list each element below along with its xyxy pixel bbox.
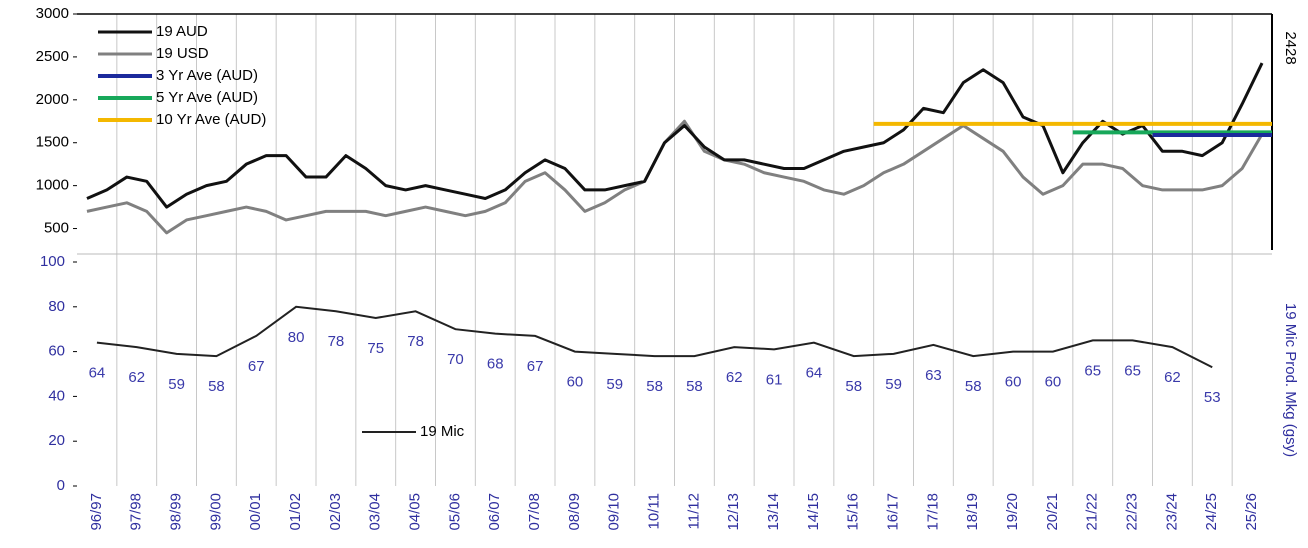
data-label: 65 xyxy=(1124,362,1141,379)
y-tick-label: 1500 xyxy=(36,134,69,151)
x-tick-label: 10/11 xyxy=(646,493,663,529)
data-label: 63 xyxy=(925,367,942,384)
y-tick-label: 2500 xyxy=(36,48,69,65)
x-tick-label: 25/26 xyxy=(1243,493,1260,531)
data-label: 78 xyxy=(328,333,345,350)
data-label: 59 xyxy=(168,376,185,393)
data-label: 58 xyxy=(965,378,982,395)
x-tick-label: 13/14 xyxy=(765,493,782,531)
mic-line xyxy=(96,305,1213,369)
x-tick-label: 05/06 xyxy=(446,493,463,531)
x-tick-label: 06/07 xyxy=(486,493,503,531)
legend-label: 5 Yr Ave (AUD) xyxy=(156,89,258,106)
x-tick-label: 16/17 xyxy=(885,493,902,531)
x-tick-label: 17/18 xyxy=(924,493,941,531)
data-label: 70 xyxy=(447,351,464,368)
x-tick-label: 09/10 xyxy=(606,493,623,531)
x-tick-label: 08/09 xyxy=(566,493,583,531)
x-tick-label: 00/01 xyxy=(247,493,264,531)
legend-label: 10 Yr Ave (AUD) xyxy=(156,111,266,128)
data-label: 61 xyxy=(766,371,783,388)
x-tick-label: 15/16 xyxy=(845,493,862,531)
y-tick-label: 2000 xyxy=(36,91,69,108)
price-line xyxy=(86,62,1264,209)
y-tick-label: 1000 xyxy=(36,177,69,194)
x-tick-label: 07/08 xyxy=(526,493,543,531)
data-label: 58 xyxy=(845,378,862,395)
x-tick-label: 23/24 xyxy=(1163,493,1180,531)
x-tick-label: 14/15 xyxy=(805,493,822,531)
data-label: 59 xyxy=(885,376,902,393)
data-label: 64 xyxy=(806,365,823,382)
y-tick-label: 100 xyxy=(40,253,65,270)
data-label: 78 xyxy=(407,333,424,350)
x-tick-label: 02/03 xyxy=(327,493,344,531)
data-label: 53 xyxy=(1204,389,1221,406)
x-tick-label: 24/25 xyxy=(1203,493,1220,531)
x-tick-label: 21/22 xyxy=(1084,493,1101,531)
data-label: 65 xyxy=(1084,362,1101,379)
legend-label: 19 Mic xyxy=(420,423,465,440)
data-label: 67 xyxy=(248,358,265,375)
data-label: 58 xyxy=(646,378,663,395)
y-tick-label: 20 xyxy=(48,432,65,449)
y-tick-label: 3000 xyxy=(36,5,69,22)
x-tick-label: 96/97 xyxy=(88,493,105,531)
y2-axis-title: 19 Mic Prod. Mkg (gsy) xyxy=(1282,303,1299,457)
legend-label: 19 AUD xyxy=(156,23,208,40)
x-tick-label: 98/99 xyxy=(168,493,185,531)
price-line xyxy=(86,119,1264,235)
data-label: 62 xyxy=(1164,369,1181,386)
x-tick-label: 22/23 xyxy=(1124,493,1141,531)
y-tick-label: 80 xyxy=(48,298,65,315)
x-tick-label: 20/21 xyxy=(1044,493,1061,531)
data-label: 62 xyxy=(128,369,145,386)
data-label: 59 xyxy=(606,376,623,393)
y-tick-label: 0 xyxy=(57,477,65,494)
data-label: 64 xyxy=(89,365,106,382)
x-tick-label: 04/05 xyxy=(407,493,424,531)
legend-label: 3 Yr Ave (AUD) xyxy=(156,67,258,84)
data-label: 75 xyxy=(367,340,384,357)
x-tick-label: 12/13 xyxy=(725,493,742,531)
y-tick-label: 500 xyxy=(44,220,69,237)
x-tick-label: 11/12 xyxy=(685,493,702,529)
data-label: 67 xyxy=(527,358,544,375)
data-label: 58 xyxy=(208,378,225,395)
data-label: 58 xyxy=(686,378,703,395)
x-tick-label: 18/19 xyxy=(964,493,981,531)
y-tick-label: 40 xyxy=(48,387,65,404)
data-label: 60 xyxy=(1005,374,1022,391)
x-tick-label: 03/04 xyxy=(367,493,384,531)
x-tick-label: 99/00 xyxy=(207,493,224,531)
data-label: 60 xyxy=(567,374,584,391)
y-tick-label: 60 xyxy=(48,343,65,360)
x-tick-label: 97/98 xyxy=(128,493,145,531)
data-label: 62 xyxy=(726,369,743,386)
data-label: 60 xyxy=(1045,374,1062,391)
data-label: 68 xyxy=(487,356,504,373)
x-tick-label: 19/20 xyxy=(1004,493,1021,531)
x-tick-label: 01/02 xyxy=(287,493,304,531)
annotation: 2428 xyxy=(1282,31,1299,64)
data-label: 80 xyxy=(288,329,305,346)
legend-label: 19 USD xyxy=(156,45,209,62)
